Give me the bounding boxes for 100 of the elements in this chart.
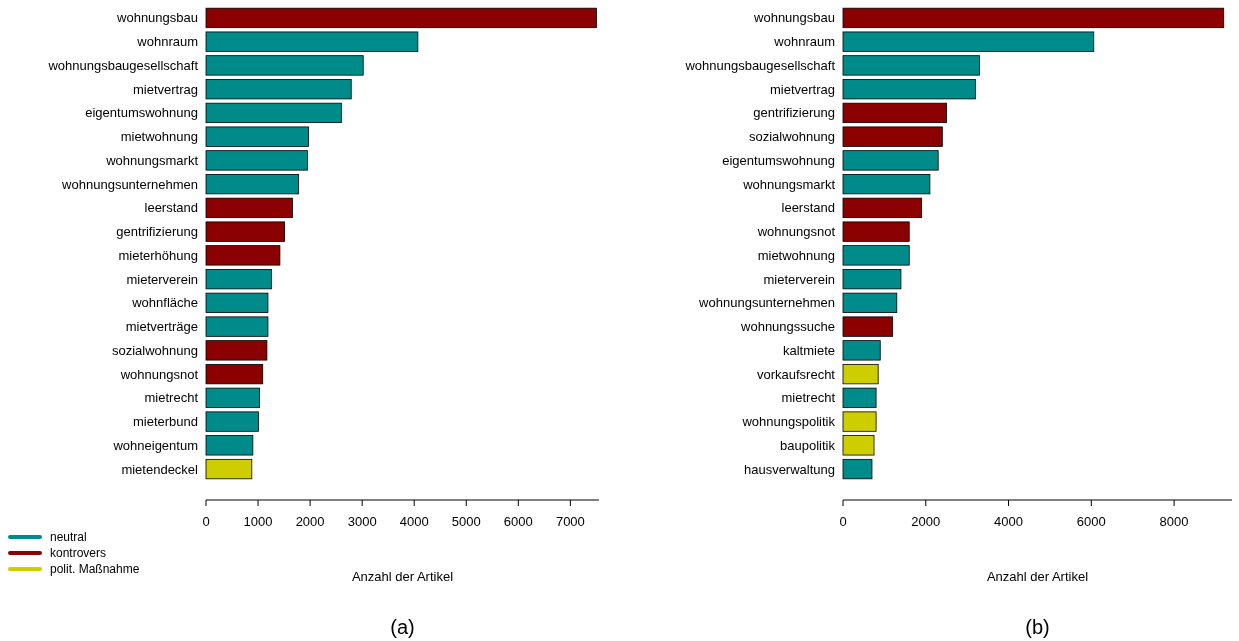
legend-label: neutral [50, 530, 87, 545]
bar [205, 411, 259, 432]
bar [842, 435, 875, 456]
x-tick-label: 5000 [451, 514, 481, 529]
x-tick-label: 0 [839, 514, 847, 529]
bar [842, 221, 910, 242]
y-tick-label: mieterhöhung [118, 247, 198, 263]
bar [205, 221, 285, 242]
bar [205, 126, 309, 147]
bar [205, 245, 281, 266]
y-tick-label: mieterbund [132, 414, 198, 430]
bar [842, 245, 910, 266]
y-tick-label: wohnungsbaugesellschaft [684, 57, 836, 73]
bar [205, 197, 293, 219]
bar [205, 79, 352, 100]
x-tick-label: 4000 [399, 514, 429, 529]
bar [842, 363, 879, 385]
x-tick-label: 4000 [994, 514, 1023, 529]
bar [205, 363, 264, 385]
bar [205, 458, 253, 480]
y-tick-label: eigentumswohnung [85, 105, 198, 121]
y-tick-label: mieterverein [126, 271, 198, 287]
y-tick-label: wohnungspolitik [741, 414, 836, 430]
bar [842, 31, 1095, 52]
bar [205, 31, 419, 52]
y-tick-label: vorkaufsrecht [756, 366, 836, 382]
y-tick-label: leerstand [781, 200, 835, 216]
bar [842, 387, 877, 408]
bar [842, 79, 976, 100]
bar [842, 150, 939, 171]
y-tick-label: sozialwohnung [111, 342, 198, 358]
y-tick-label: wohneigentum [112, 437, 198, 453]
y-tick-label: mietwohnung [120, 129, 198, 145]
x-tick-label: 6000 [503, 514, 533, 529]
legend-label: kontrovers [50, 546, 107, 561]
bar [842, 292, 898, 313]
text: (a) [390, 616, 415, 638]
y-tick-label: mietrecht [781, 390, 836, 406]
x-tick-label: 1000 [243, 514, 273, 529]
x-tick-label: 8000 [1159, 514, 1189, 529]
y-tick-label: hausverwaltung [743, 461, 835, 477]
y-tick-label: wohnungsmarkt [105, 152, 199, 168]
y-tick-label: wohnungsbaugesellschaft [47, 57, 199, 73]
bar [842, 316, 894, 337]
bar [842, 411, 877, 432]
y-tick-label: mietendeckel [121, 461, 199, 477]
text: (b) [1025, 616, 1050, 638]
bar [842, 7, 1225, 29]
x-tick-label: 0 [202, 514, 210, 529]
bar [842, 55, 980, 76]
bar [205, 340, 268, 361]
bar [205, 102, 342, 124]
bar [205, 7, 597, 29]
y-tick-label: mieterverein [763, 271, 835, 287]
x-axis-title: Anzahl der Artikel [351, 569, 454, 584]
bar [205, 150, 308, 171]
legend-label: polit. Maßnahme [50, 562, 140, 577]
bar [842, 458, 873, 480]
bar [205, 316, 269, 337]
bar [842, 126, 943, 147]
y-tick-label: kaltmiete [782, 342, 835, 358]
y-tick-label: wohnraum [773, 34, 835, 50]
bar [842, 174, 931, 195]
y-tick-label: wohnungsnot [756, 224, 836, 240]
y-tick-label: wohnungssuche [740, 319, 835, 335]
bar [842, 102, 947, 124]
y-tick-label: eigentumswohnung [722, 152, 835, 168]
y-tick-label: sozialwohnung [748, 129, 835, 145]
y-tick-label: mietvertrag [132, 81, 198, 97]
bar [205, 174, 300, 195]
y-tick-label: wohnungsbau [753, 10, 835, 26]
y-tick-label: gentrifizierung [116, 224, 198, 240]
bar [205, 387, 261, 408]
y-tick-label: mietverträge [125, 319, 198, 335]
y-tick-label: mietrecht [144, 390, 199, 406]
y-tick-label: wohnungsunternehmen [698, 295, 835, 311]
x-tick-label: 2000 [295, 514, 325, 529]
y-tick-label: gentrifizierung [753, 105, 835, 121]
y-tick-label: wohnungsnot [119, 366, 199, 382]
x-tick-label: 3000 [347, 514, 377, 529]
bar [842, 268, 902, 290]
y-tick-label: mietwohnung [757, 247, 835, 263]
bar [205, 268, 272, 290]
x-tick-label: 6000 [1076, 514, 1106, 529]
y-tick-label: wohnraum [136, 34, 198, 50]
bar [842, 197, 923, 219]
y-tick-label: wohnungsbau [116, 10, 198, 26]
x-tick-label: 2000 [911, 514, 941, 529]
y-tick-label: wohnfläche [131, 295, 198, 311]
x-tick-label: 7000 [555, 514, 585, 529]
y-tick-label: baupolitik [780, 437, 836, 453]
bar [842, 340, 881, 361]
y-tick-label: leerstand [144, 200, 198, 216]
x-axis-title: Anzahl der Artikel [986, 569, 1089, 584]
y-tick-label: wohnungsmarkt [742, 176, 836, 192]
bar [205, 435, 254, 456]
y-tick-label: wohnungsunternehmen [61, 176, 198, 192]
bar [205, 292, 269, 313]
bar [205, 55, 364, 76]
y-tick-label: mietvertrag [769, 81, 835, 97]
